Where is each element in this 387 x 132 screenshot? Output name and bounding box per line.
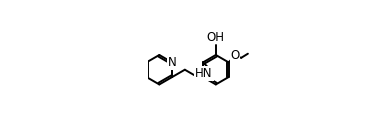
Text: HN: HN xyxy=(195,67,213,80)
Text: O: O xyxy=(231,49,240,62)
Text: OH: OH xyxy=(207,31,225,44)
Text: N: N xyxy=(168,56,176,69)
